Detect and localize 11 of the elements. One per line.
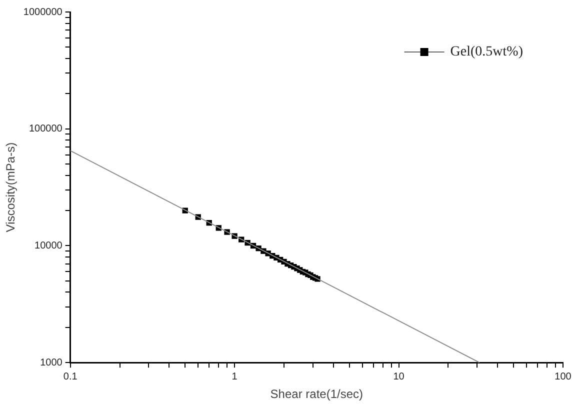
- x-tick-label: 10: [393, 371, 405, 382]
- legend-label: Gel(0.5wt%): [450, 44, 524, 60]
- y-tick-label: 100000: [28, 124, 63, 135]
- y-axis-title: Viscosity(mPa-s): [4, 142, 18, 232]
- x-tick-label: 100: [554, 371, 572, 382]
- y-tick-label: 10000: [34, 240, 63, 252]
- x-tick-label: 1: [232, 371, 238, 382]
- y-tick-label: 1000: [40, 357, 63, 368]
- x-tick-label: 0.1: [63, 371, 78, 382]
- y-tick-label: 1000000: [23, 6, 63, 18]
- x-axis-title: Shear rate(1/sec): [270, 387, 364, 402]
